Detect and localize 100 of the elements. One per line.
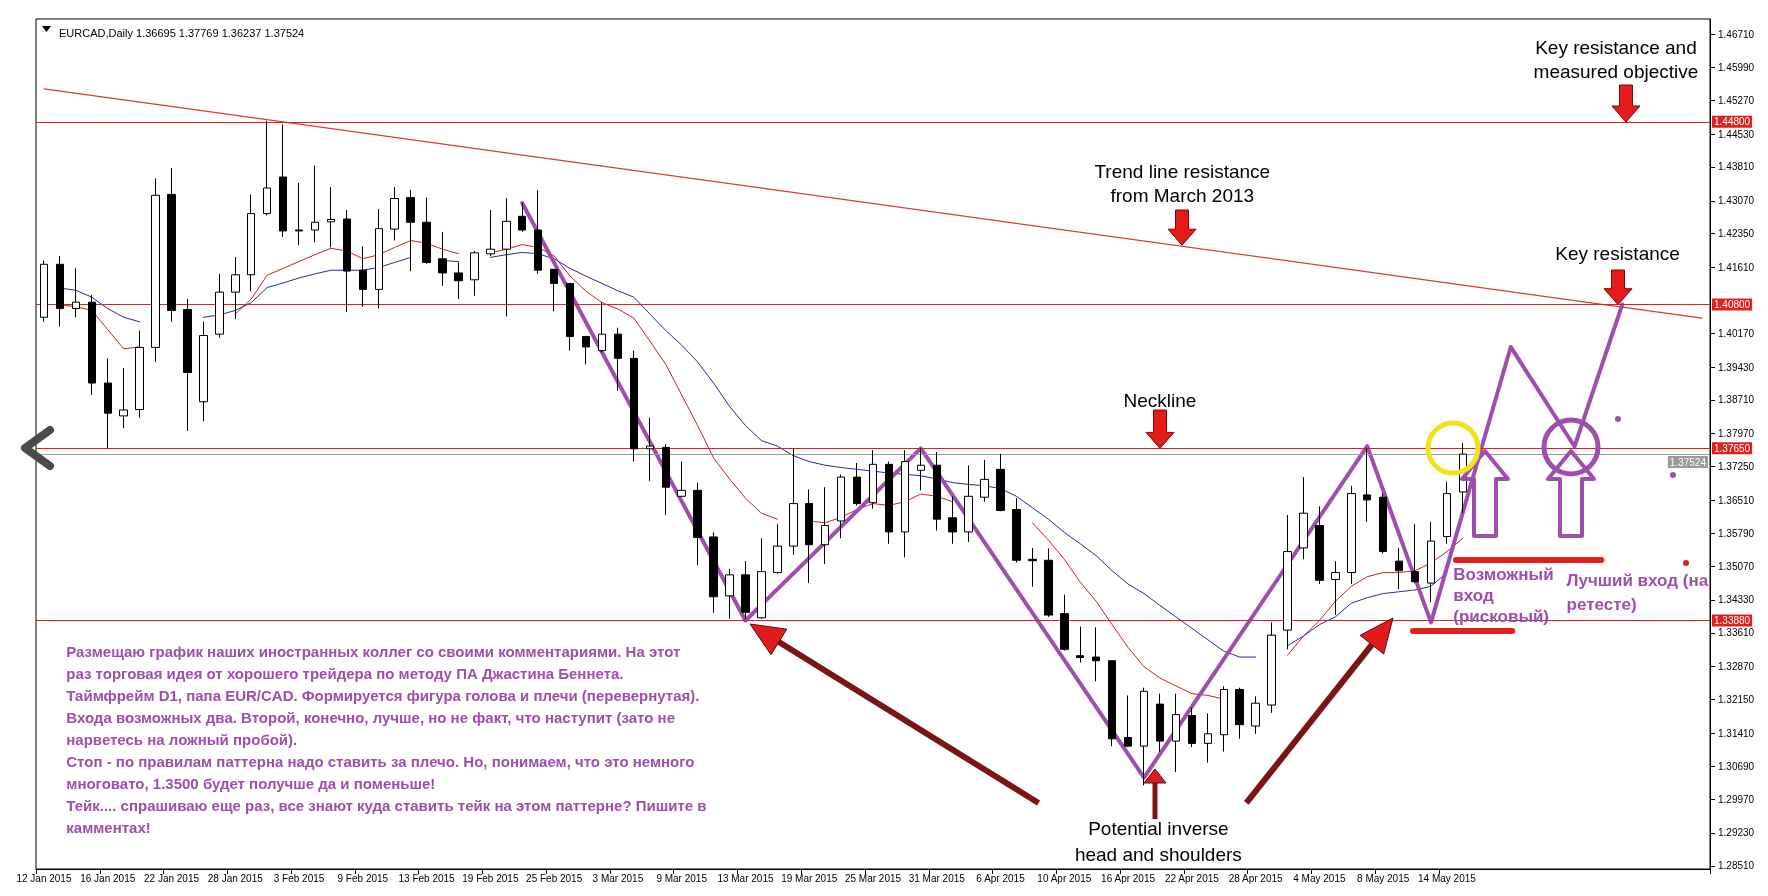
- y-tick-label: 1.44530: [1718, 128, 1755, 140]
- y-tick-label: 1.29230: [1718, 827, 1755, 839]
- candlestick: [1251, 695, 1260, 735]
- candlestick: [1044, 547, 1053, 618]
- candlestick: [1204, 712, 1212, 764]
- annotation: Лучший вход (на ретесте): [1566, 570, 1709, 614]
- candlestick: [454, 261, 463, 300]
- candlestick: [980, 459, 989, 503]
- y-tick-label: 1.35070: [1718, 560, 1755, 572]
- candlestick: [725, 568, 734, 620]
- candlestick: [869, 449, 877, 510]
- y-tick-label: 1.31410: [1718, 727, 1755, 739]
- y-tick-label: 1.34330: [1718, 594, 1755, 606]
- y-tick-label: 1.37970: [1718, 428, 1755, 440]
- candlestick: [502, 197, 511, 317]
- candlestick: [757, 537, 766, 620]
- candlestick: [215, 273, 224, 339]
- candlestick: [1188, 707, 1196, 748]
- ref-line-label: 1.37650: [1714, 442, 1751, 454]
- y-tick-label: 1.39430: [1718, 361, 1755, 373]
- candlestick: [566, 282, 574, 352]
- y-tick-label: 1.37250: [1718, 461, 1755, 473]
- candlestick: [1124, 694, 1132, 748]
- y-tick-label: 1.43070: [1718, 195, 1755, 207]
- candlestick: [1363, 447, 1371, 523]
- candlestick: [1315, 505, 1324, 585]
- candlestick: [741, 560, 750, 620]
- y-tick-label: 1.28510: [1718, 860, 1755, 872]
- candlestick: [1060, 594, 1069, 652]
- candlestick: [1012, 497, 1021, 564]
- annotation: Potential inverse head and shoulders: [1074, 817, 1242, 865]
- x-tick-label: 9 Mar 2015: [656, 872, 708, 884]
- candlestick: [151, 177, 160, 363]
- candlestick: [279, 124, 287, 238]
- y-tick-label: 1.46710: [1718, 29, 1755, 41]
- candlestick: [789, 447, 798, 556]
- candlestick: [1283, 514, 1292, 650]
- x-tick-label: 25 Feb 2015: [526, 872, 583, 884]
- y-tick-label: 1.38710: [1718, 394, 1755, 406]
- x-tick-label: 13 Feb 2015: [398, 872, 456, 884]
- candlestick: [885, 461, 893, 545]
- ref-line-label: 1.33880: [1714, 615, 1751, 627]
- candlestick: [677, 461, 686, 497]
- candlestick: [582, 335, 590, 365]
- candlestick: [263, 120, 271, 216]
- candlestick: [1172, 693, 1180, 773]
- candlestick: [1379, 493, 1387, 554]
- annotation: Key resistance: [1555, 242, 1680, 264]
- candlestick: [1108, 660, 1116, 747]
- candlestick: [933, 451, 941, 532]
- x-tick-label: 12 Jan 2015: [16, 872, 72, 884]
- candlestick: [821, 486, 829, 565]
- y-tick-label: 1.40170: [1718, 327, 1755, 339]
- candlestick: [104, 357, 112, 449]
- x-tick-label: 31 Mar 2015: [908, 872, 966, 884]
- x-tick-label: 16 Apr 2015: [1101, 872, 1156, 884]
- annotation: Trend line resistance from March 2013: [1094, 160, 1271, 206]
- x-tick-label: 9 Feb 2015: [337, 872, 389, 884]
- y-tick-label: 1.29970: [1718, 793, 1755, 805]
- candlestick: [1299, 476, 1308, 560]
- y-tick-label: 1.36510: [1718, 494, 1755, 506]
- y-tick-label: 1.33610: [1718, 627, 1755, 639]
- y-tick-label: 1.30690: [1718, 760, 1755, 772]
- candlestick: [56, 255, 64, 327]
- annotation: Key resistance and measured objective: [1533, 37, 1699, 83]
- candlestick: [773, 523, 782, 575]
- candlestick: [693, 482, 702, 566]
- candlestick: [1331, 560, 1340, 616]
- x-tick-label: 8 May 2015: [1357, 872, 1410, 884]
- candlestick: [247, 193, 255, 292]
- candlestick: [534, 189, 542, 275]
- x-tick-label: 28 Apr 2015: [1228, 872, 1284, 884]
- candlestick: [183, 298, 192, 432]
- candlestick: [422, 197, 431, 265]
- x-tick-label: 25 Mar 2015: [844, 872, 902, 884]
- candlestick: [917, 447, 925, 491]
- candlestick: [630, 350, 638, 463]
- x-tick-label: 16 Jan 2015: [80, 872, 136, 884]
- candlestick: [359, 245, 367, 308]
- candlestick: [135, 330, 144, 419]
- x-tick-label: 13 Mar 2015: [717, 872, 774, 884]
- candlestick: [438, 231, 447, 287]
- x-tick-label: 22 Jan 2015: [143, 872, 200, 884]
- x-tick-label: 28 Jan 2015: [207, 872, 264, 884]
- text: EURCAD,Daily 1.36695 1.37769 1.36237 1.37524: [59, 26, 305, 39]
- candlestick: [40, 260, 48, 323]
- candlestick: [343, 209, 351, 313]
- y-tick-label: 1.35790: [1718, 527, 1755, 539]
- candlestick: [709, 531, 718, 614]
- candlestick: [1443, 481, 1451, 545]
- candlestick: [853, 462, 861, 506]
- candlestick: [1267, 621, 1276, 714]
- ref-line-label: 1.40800: [1714, 298, 1751, 310]
- candlestick: [1092, 626, 1100, 682]
- candlestick: [646, 417, 654, 482]
- x-tick-label: 4 May 2015: [1293, 872, 1346, 884]
- x-tick-label: 19 Mar 2015: [781, 872, 838, 884]
- candlestick: [1076, 625, 1084, 664]
- candlestick: [901, 449, 909, 558]
- candlestick: [295, 182, 303, 246]
